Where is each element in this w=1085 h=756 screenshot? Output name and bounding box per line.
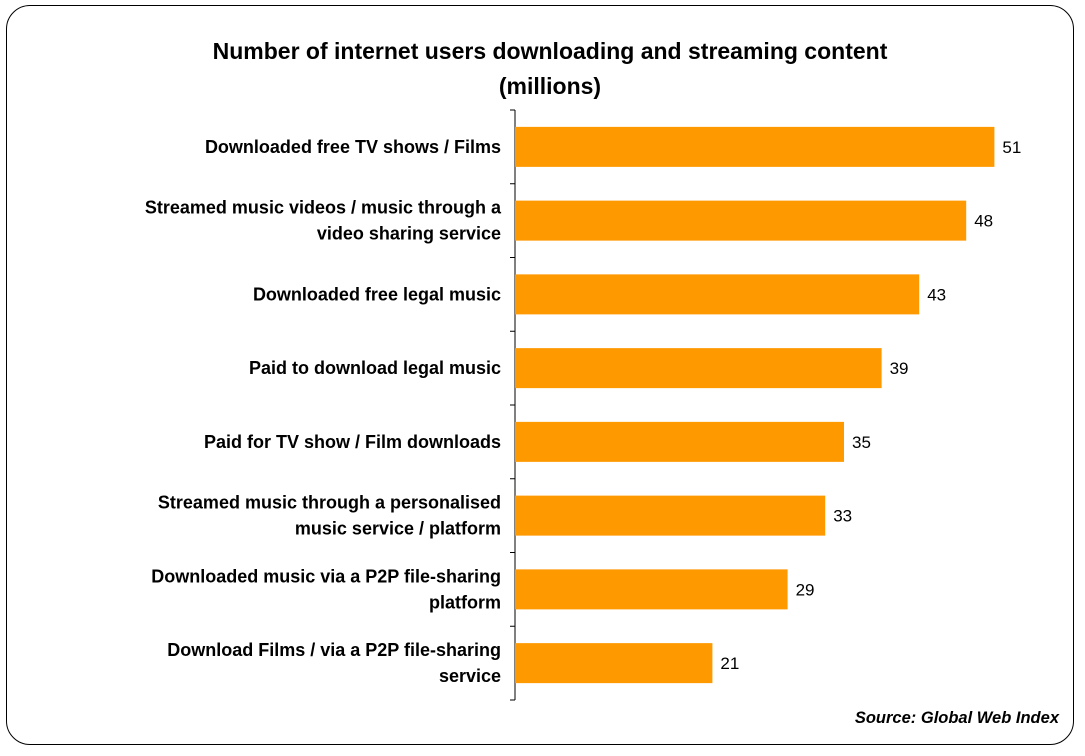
chart-title-line-1: Number of internet users downloading and… [212,38,888,64]
category-label: Downloaded free TV shows / Films [205,137,501,157]
category-label: Paid to download legal music [249,358,501,378]
category-label: Streamed music through a personalised [158,493,501,513]
category-label: Downloaded free legal music [253,284,501,304]
source-note: Source: Global Web Index [854,709,1059,727]
bar [515,200,967,241]
data-label: 43 [927,285,946,304]
data-label: 39 [890,359,909,378]
category-label: music service / platform [295,519,501,539]
data-label: 48 [974,212,993,231]
category-label: Download Films / via a P2P file-sharing [167,640,501,660]
axis-layer [510,109,516,701]
category-label: Streamed music videos / music through a [145,198,502,218]
data-label: 51 [1002,138,1021,157]
bar [515,495,826,536]
bar [515,274,920,315]
bar [515,348,882,389]
data-label: 21 [720,654,739,673]
category-label: service [439,666,501,686]
data-label: 35 [852,433,871,452]
category-label: Paid for TV show / Film downloads [204,432,501,452]
data-label: 33 [833,507,852,526]
category-label: platform [429,592,501,612]
bar [515,126,995,167]
bar-layer [515,126,995,684]
chart-title-line-2: (millions) [498,73,602,99]
data-label: 29 [796,580,815,599]
category-label: Downloaded music via a P2P file-sharing [151,566,501,586]
bar [515,569,788,610]
bar [515,421,844,462]
label-layer: 51 Downloaded free TV shows / Films 48 Stre… [145,137,1021,686]
chart-title: Number of internet users downloading and… [60,34,1040,104]
category-label: video sharing service [317,224,501,244]
bar [515,643,713,684]
